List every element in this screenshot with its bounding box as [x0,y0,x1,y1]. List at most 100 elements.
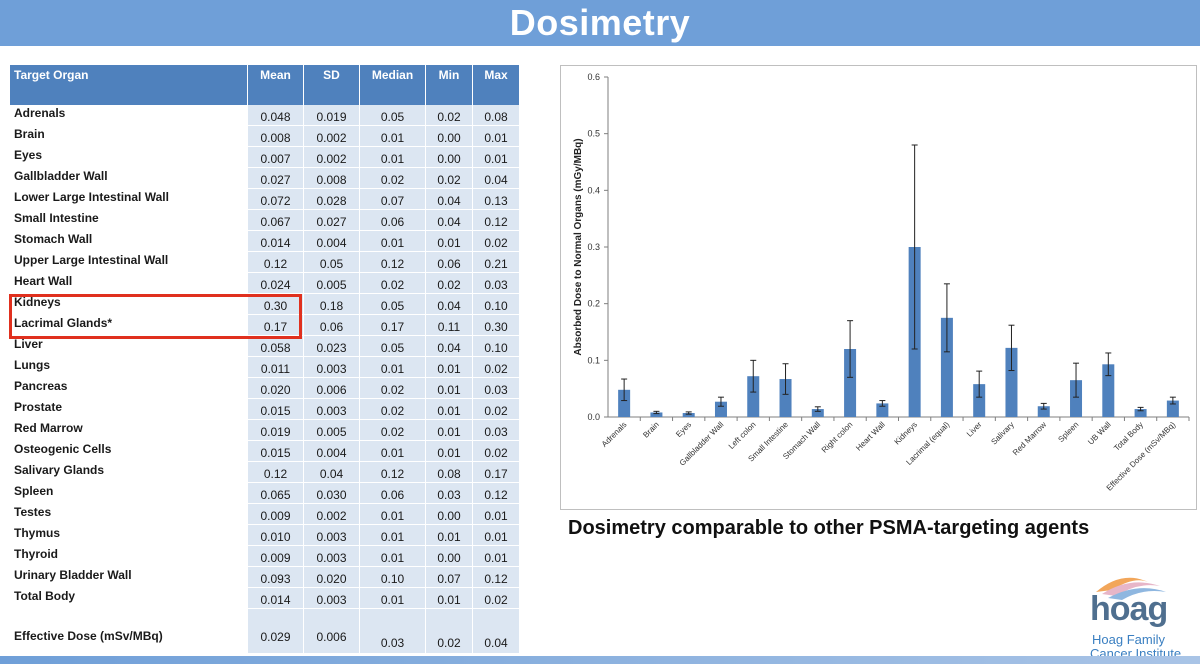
max-cell: 0.01 [473,504,520,525]
table-row: Small Intestine 0.067 0.027 0.06 0.04 0.12 [10,210,520,231]
min-cell: 0.08 [426,462,473,483]
median-cell: 0.01 [360,357,426,378]
mean-cell: 0.015 [248,399,304,420]
mean-cell: 0.009 [248,504,304,525]
mean-cell: 0.058 [248,336,304,357]
min-cell: 0.01 [426,588,473,609]
y-tick-label: 0.4 [587,185,600,195]
sd-cell: 0.008 [304,168,360,189]
median-cell: 0.02 [360,168,426,189]
organ-cell: Spleen [10,483,248,504]
sd-cell: 0.04 [304,462,360,483]
table-row: Liver 0.058 0.023 0.05 0.04 0.10 [10,336,520,357]
header-median: Median [360,65,426,105]
sd-cell: 0.004 [304,441,360,462]
table-row: Urinary Bladder Wall 0.093 0.020 0.10 0.07 0.… [10,567,520,588]
organ-cell: Salivary Glands [10,462,248,483]
min-cell: 0.06 [426,252,473,273]
table-row: Upper Large Intestinal Wall 0.12 0.05 0.12 0… [10,252,520,273]
max-cell: 0.10 [473,294,520,315]
absorbed-dose-bar-chart: 0.0 0.1 0.2 0.3 0.4 0.5 0.6 Absorbed Dose to No… [573,72,1190,493]
mean-cell: 0.009 [248,546,304,567]
sd-cell: 0.019 [304,105,360,126]
median-cell: 0.01 [360,231,426,252]
max-cell: 0.03 [473,273,520,294]
organ-cell: Heart Wall [10,273,248,294]
organ-cell: Thyroid [10,546,248,567]
min-cell: 0.02 [426,273,473,294]
mean-cell: 0.072 [248,189,304,210]
median-cell: 0.07 [360,189,426,210]
mean-cell: 0.029 [248,628,304,654]
max-cell: 0.02 [473,441,520,462]
organ-cell: Prostate [10,399,248,420]
median-cell: 0.01 [360,147,426,168]
header-min: Min [426,65,473,105]
mean-cell: 0.067 [248,210,304,231]
y-tick-label: 0.0 [587,412,600,422]
max-cell: 0.03 [473,420,520,441]
table-row: Gallbladder Wall 0.027 0.008 0.02 0.02 0.04 [10,168,520,189]
bar [1166,400,1179,417]
sd-cell: 0.005 [304,273,360,294]
sd-cell: 0.06 [304,315,360,336]
median-cell: 0.02 [360,273,426,294]
organ-cell: Thymus [10,525,248,546]
y-tick-label: 0.6 [587,72,600,82]
mean-cell: 0.12 [248,462,304,483]
bottom-strip [0,656,1200,664]
bar [876,403,889,417]
max-cell: 0.01 [473,147,520,168]
max-cell: 0.02 [473,357,520,378]
sd-cell: 0.023 [304,336,360,357]
bar [747,376,760,417]
table-row: Testes 0.009 0.002 0.01 0.00 0.01 [10,504,520,525]
table-row: Lacrimal Glands* 0.17 0.06 0.17 0.11 0.30 [10,315,520,336]
table-row: Spleen 0.065 0.030 0.06 0.03 0.12 [10,483,520,504]
max-cell: 0.12 [473,210,520,231]
median-cell: 0.01 [360,126,426,147]
organ-cell: Kidneys [10,294,248,315]
x-tick-label: Left colon [727,420,758,451]
max-cell: 0.12 [473,567,520,588]
min-cell: 0.01 [426,231,473,252]
bar [973,384,986,417]
max-cell: 0.04 [473,628,520,654]
organ-cell: Adrenals [10,105,248,126]
table-row: Pancreas 0.020 0.006 0.02 0.01 0.03 [10,378,520,399]
bar [714,401,727,417]
bar [811,409,824,417]
min-cell: 0.07 [426,567,473,588]
max-cell: 0.13 [473,189,520,210]
hoag-logo: hoag Hoag Family Cancer Institute [1082,570,1194,661]
median-cell: 0.12 [360,252,426,273]
bar [844,349,857,417]
max-cell: 0.02 [473,231,520,252]
organ-cell: Urinary Bladder Wall [10,567,248,588]
mean-cell: 0.014 [248,588,304,609]
x-tick-label: UB Wall [1086,420,1113,447]
max-cell: 0.02 [473,399,520,420]
mean-cell: 0.093 [248,567,304,588]
sd-cell: 0.006 [304,628,360,654]
table-row: Brain 0.008 0.002 0.01 0.00 0.01 [10,126,520,147]
sd-cell: 0.030 [304,483,360,504]
max-cell: 0.17 [473,462,520,483]
mean-cell: 0.008 [248,126,304,147]
organ-cell: Small Intestine [10,210,248,231]
x-tick-label: Salivary [989,420,1015,446]
min-cell: 0.04 [426,210,473,231]
max-cell: 0.04 [473,168,520,189]
min-cell: 0.01 [426,378,473,399]
table-row: Lower Large Intestinal Wall 0.072 0.028 0.0… [10,189,520,210]
logo-subtitle-line1: Hoag Family [1092,632,1165,647]
mean-cell: 0.30 [248,294,304,315]
table-row: Heart Wall 0.024 0.005 0.02 0.02 0.03 [10,273,520,294]
max-cell: 0.12 [473,483,520,504]
median-cell: 0.05 [360,294,426,315]
organ-cell: Total Body [10,588,248,609]
mean-cell: 0.015 [248,441,304,462]
header-mean: Mean [248,65,304,105]
median-cell: 0.05 [360,336,426,357]
